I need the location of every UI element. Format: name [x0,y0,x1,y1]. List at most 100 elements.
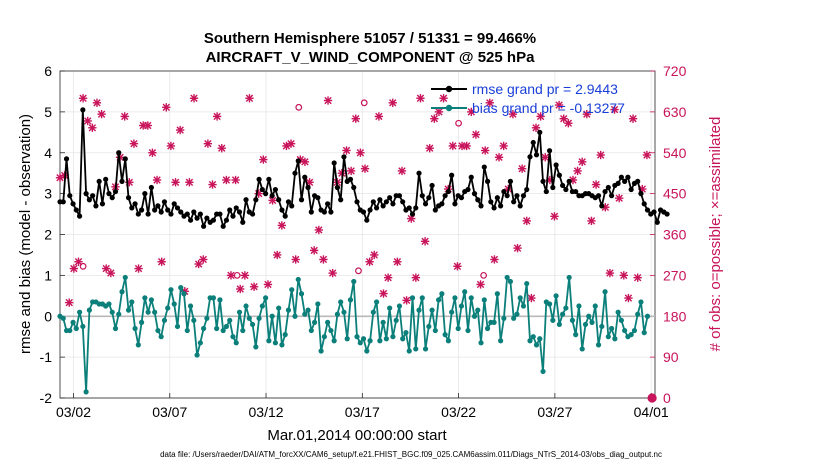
bias-point [569,317,576,323]
obs-assimilated-marker [402,296,411,305]
bias-point [445,338,451,344]
rmse-point [223,217,230,223]
rmse-point [269,193,275,199]
bias-point [387,305,393,311]
bias-point [573,332,579,338]
y-axis-label-left: rmse and bias (model - observation) [17,114,34,354]
rmse-point [168,211,174,217]
bias-point [227,317,233,323]
bias-point [116,311,122,317]
bias-point [73,325,79,332]
rmse-point [475,197,481,203]
bias-point [308,327,314,334]
obs-assimilated-marker [582,109,591,119]
obs-assimilated-marker [231,175,240,185]
bias-point [181,291,187,297]
obs-assimilated-marker [605,268,615,278]
rmse-point [70,201,76,207]
bias-point [338,299,344,305]
bias-point [615,309,621,315]
bias-point [158,334,164,340]
bias-point [292,313,298,319]
rmse-point [155,203,161,209]
bias-point [60,315,66,321]
bias-point [83,389,89,395]
bias-point [367,338,373,344]
obs-assimilated-marker [587,216,596,226]
bias-point [197,340,203,346]
rmse-point [191,209,197,215]
bias-point [220,327,226,334]
obs-possible-marker [360,99,368,107]
bias-point [560,311,566,317]
obs-assimilated-marker [203,139,213,148]
rmse-point [331,160,337,166]
bias-point [537,336,543,342]
obs-assimilated-marker [499,141,508,151]
bias-point [393,317,399,323]
obs-assimilated-marker [277,221,286,230]
bias-point [582,321,589,328]
bias-point [400,336,406,342]
rmse-point [103,176,109,182]
rmse-point [364,217,370,223]
bias-point [396,303,403,309]
obs-assimilated-marker [310,246,319,255]
rmse-point [409,211,416,217]
obs-assimilated-marker [356,148,365,157]
bias-point [540,368,546,375]
obs-assimilated-marker [346,166,356,176]
rmse-point [138,207,145,213]
rmse-point [194,215,200,221]
bias-point [354,334,360,340]
rmse-point [406,205,412,211]
obs-assimilated-marker [508,109,518,119]
bias-point [501,315,507,321]
bias-point [276,305,282,311]
bias-point [533,342,540,348]
rmse-point [507,178,514,184]
rmse-point [83,191,89,197]
bias-point [230,334,236,340]
rmse-point [289,203,295,209]
obs-assimilated-marker [513,243,522,253]
rmse-point [504,193,510,199]
obs-assimilated-marker [550,212,559,221]
bias-point [530,334,536,340]
obs-assimilated-marker [171,178,180,187]
bias-point [152,309,158,315]
bias-point [576,303,582,309]
rmse-point [491,205,497,211]
rmse-point [605,184,611,191]
y-tick-label-left: 2 [44,227,52,243]
rmse-point [266,176,272,182]
y-tick-label-right: 0 [663,390,671,406]
bias-point [269,313,275,319]
y-tick-label-right: 540 [663,145,687,161]
bias-point [599,323,605,330]
obs-assimilated-marker [434,107,444,117]
legend-rmse-marker [445,85,453,93]
bias-point [612,336,618,342]
rmse-point [253,197,259,203]
bias-point [383,336,389,342]
rmse-point [106,191,112,197]
rmse-point [563,186,569,193]
obs-assimilated-marker [319,255,328,264]
obs-assimilated-marker [217,144,226,153]
obs-assimilated-marker [129,139,139,148]
obs-possible-marker [455,119,462,127]
rmse-point [566,178,572,184]
obs-assimilated-marker [222,175,231,185]
rmse-point [599,203,605,209]
bias-point [210,295,217,301]
bias-point [246,315,252,321]
rmse-point [292,170,298,176]
obs-assimilated-marker [286,139,296,148]
obs-assimilated-marker [259,155,268,164]
obs-assimilated-marker [462,141,471,151]
bias-point [253,344,259,350]
bias-point [586,313,592,319]
rmse-point [442,193,448,199]
rmse-point [400,199,406,205]
